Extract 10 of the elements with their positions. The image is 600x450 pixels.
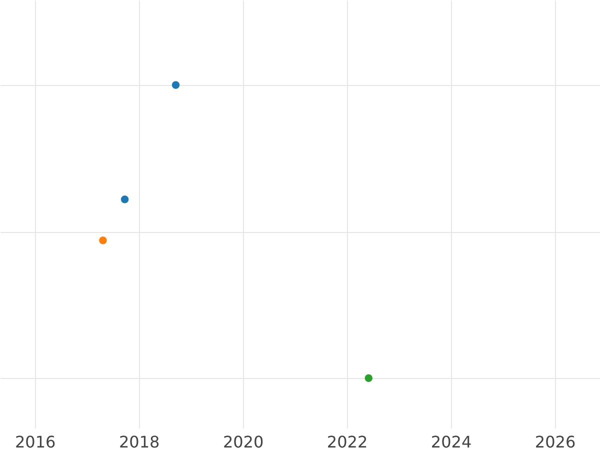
point <box>120 195 129 204</box>
point <box>364 374 373 382</box>
x-tick-label: 2018 <box>118 432 160 450</box>
x-tick-label: 2026 <box>534 432 576 450</box>
x-tick-label: 2022 <box>326 432 368 450</box>
point <box>172 81 180 89</box>
x-tick-label: 2024 <box>430 432 472 450</box>
point <box>99 236 107 244</box>
x-tick-label: 2020 <box>222 432 264 450</box>
x-tick-label: 2016 <box>14 432 56 450</box>
